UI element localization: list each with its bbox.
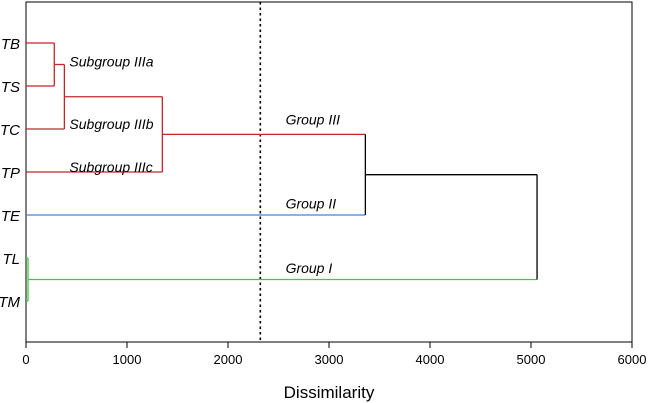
leaf-label-te: TE bbox=[1, 208, 21, 225]
leaf-label-tm: TM bbox=[0, 294, 20, 311]
x-tick-label-0: 0 bbox=[22, 352, 29, 367]
leaf-label-tb: TB bbox=[1, 36, 20, 53]
x-tick-label-3000: 3000 bbox=[315, 352, 344, 367]
x-tick-label-6000: 6000 bbox=[618, 352, 647, 367]
leaf-label-tp: TP bbox=[1, 165, 20, 182]
leaf-label-tl: TL bbox=[2, 251, 20, 268]
x-tick-label-5000: 5000 bbox=[517, 352, 546, 367]
leaf-label-ts: TS bbox=[1, 79, 20, 96]
x-tick-label-4000: 4000 bbox=[416, 352, 445, 367]
x-tick-label-2000: 2000 bbox=[214, 352, 243, 367]
leaf-label-tc: TC bbox=[0, 122, 20, 139]
x-tick-label-1000: 1000 bbox=[113, 352, 142, 367]
group-annotation-5: Group I bbox=[286, 260, 333, 276]
x-axis-title: Dissimilarity bbox=[284, 383, 375, 402]
group-annotation-4: Group II bbox=[286, 196, 337, 212]
group-annotation-3: Group III bbox=[286, 112, 341, 128]
group-annotation-2: Subgroup IIIc bbox=[69, 159, 152, 175]
group-annotation-1: Subgroup IIIb bbox=[69, 116, 153, 132]
group-annotation-0: Subgroup IIIa bbox=[69, 54, 153, 70]
